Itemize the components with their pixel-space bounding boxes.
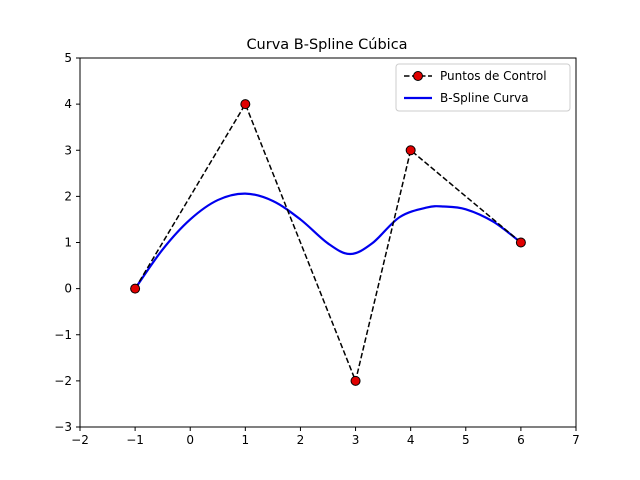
x-tick-label: 2 bbox=[297, 433, 305, 447]
x-tick-label: 3 bbox=[352, 433, 360, 447]
chart-title: Curva B-Spline Cúbica bbox=[246, 37, 407, 53]
y-tick-label: −3 bbox=[54, 420, 72, 434]
x-tick-label: 1 bbox=[242, 433, 250, 447]
x-tick-label: −2 bbox=[71, 433, 89, 447]
y-tick-label: 1 bbox=[64, 236, 72, 250]
y-tick-label: 2 bbox=[64, 189, 72, 203]
y-tick-label: 5 bbox=[64, 51, 72, 65]
legend-spline-label: B-Spline Curva bbox=[440, 91, 529, 105]
control-point-marker bbox=[350, 375, 361, 386]
x-tick-label: 0 bbox=[186, 433, 194, 447]
y-tick-label: 3 bbox=[64, 143, 72, 157]
x-tick-label: 7 bbox=[572, 433, 580, 447]
legend-control-label: Puntos de Control bbox=[440, 69, 547, 83]
control-point-marker bbox=[240, 99, 251, 110]
x-tick-label: −1 bbox=[126, 433, 144, 447]
y-tick-label: 0 bbox=[64, 282, 72, 296]
y-tick-label: −2 bbox=[54, 374, 72, 388]
control-point-marker bbox=[515, 237, 526, 248]
control-point-marker bbox=[405, 145, 416, 156]
legend: Puntos de Control B-Spline Curva bbox=[395, 63, 571, 112]
x-tick-label: 4 bbox=[407, 433, 415, 447]
legend-control-swatch-marker bbox=[413, 71, 423, 81]
spline-curve bbox=[134, 192, 522, 290]
control-point-marker bbox=[130, 283, 141, 294]
x-tick-label: 6 bbox=[517, 433, 525, 447]
x-tick-label: 5 bbox=[462, 433, 470, 447]
legend-box bbox=[395, 63, 571, 112]
y-tick-label: −1 bbox=[54, 328, 72, 342]
y-tick-label: 4 bbox=[64, 97, 72, 111]
